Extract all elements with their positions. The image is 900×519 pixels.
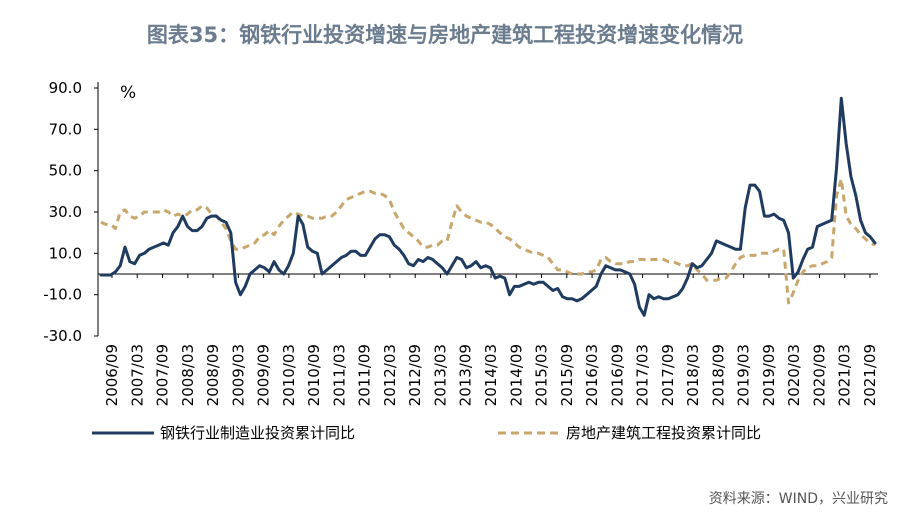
y-tick-label: 10.0 — [49, 244, 82, 262]
axes — [97, 82, 878, 336]
x-tick-label: 2007/03 — [128, 344, 146, 406]
x-tick-label: 2007/09 — [154, 344, 172, 406]
legend: 钢铁行业制造业投资累计同比 房地产建筑工程投资累计同比 — [92, 424, 761, 442]
x-tick-label: 2018/09 — [709, 344, 727, 406]
x-tick-label: 2013/03 — [431, 344, 449, 406]
x-tick-label: 2012/09 — [406, 344, 424, 406]
x-tick-label: 2010/09 — [305, 344, 323, 406]
x-tick-label: 2011/03 — [330, 344, 348, 406]
x-tick-label: 2019/03 — [735, 344, 753, 406]
x-tick-label: 2017/09 — [659, 344, 677, 406]
x-tick-label: 2006/09 — [103, 344, 121, 406]
x-axis-ticks: 2006/09 2007/03 2007/09 2008/03 2008/09 2009/… — [103, 274, 879, 406]
y-tick-label: 50.0 — [49, 162, 82, 180]
y-tick-label: -30.0 — [43, 327, 82, 345]
x-tick-label: 2016/09 — [608, 344, 626, 406]
x-tick-label: 2013/09 — [457, 344, 475, 406]
x-tick-label: 2019/09 — [760, 344, 778, 406]
x-tick-label: 2015/03 — [533, 344, 551, 406]
x-tick-label: 2020/09 — [810, 344, 828, 406]
series-line-property — [100, 177, 876, 305]
x-tick-label: 2009/03 — [229, 344, 247, 406]
legend-label-property: 房地产建筑工程投资累计同比 — [566, 424, 761, 442]
x-tick-label: 2011/09 — [356, 344, 374, 406]
y-tick-label: 70.0 — [49, 120, 82, 138]
x-tick-label: 2021/03 — [836, 344, 854, 406]
x-tick-label: 2017/03 — [634, 344, 652, 406]
y-tick-label: -10.0 — [43, 286, 82, 304]
chart-title: 图表35：钢铁行业投资增速与房地产建筑工程投资增速变化情况 — [147, 23, 743, 47]
x-tick-label: 2014/09 — [507, 344, 525, 406]
series-lines — [99, 96, 877, 317]
y-tick-label: 30.0 — [49, 203, 82, 221]
y-tick-label: 90.0 — [49, 79, 82, 97]
x-tick-label: 2009/09 — [255, 344, 273, 406]
x-tick-label: 2010/03 — [280, 344, 298, 406]
legend-label-steel: 钢铁行业制造业投资累计同比 — [160, 424, 355, 442]
y-unit-label: % — [120, 83, 136, 103]
x-tick-label: 2014/03 — [482, 344, 500, 406]
x-tick-label: 2008/09 — [204, 344, 222, 406]
x-tick-label: 2016/03 — [583, 344, 601, 406]
x-tick-label: 2012/03 — [381, 344, 399, 406]
source-note: 资料来源：WIND，兴业研究 — [709, 491, 888, 507]
x-tick-label: 2008/03 — [179, 344, 197, 406]
y-axis-ticks: 90.0 70.0 50.0 30.0 10.0 -10.0 -30.0 — [43, 79, 98, 345]
x-tick-label: 2015/09 — [558, 344, 576, 406]
series-line-steel — [99, 96, 877, 317]
x-tick-label: 2021/09 — [861, 344, 879, 406]
x-tick-label: 2020/03 — [785, 344, 803, 406]
x-tick-label: 2018/03 — [684, 344, 702, 406]
